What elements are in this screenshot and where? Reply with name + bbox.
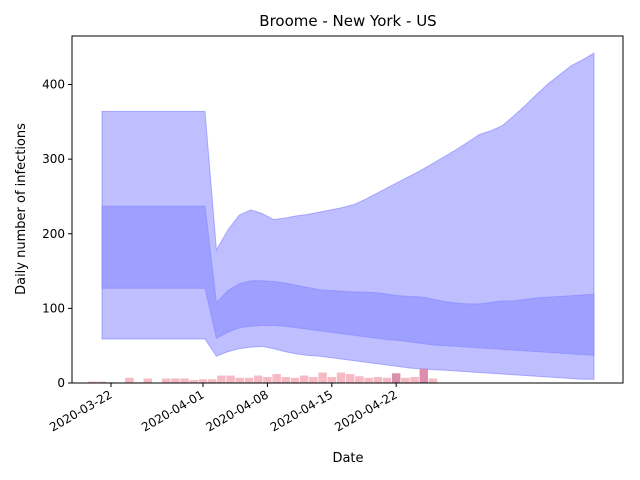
y-tick-label: 400 bbox=[42, 78, 65, 92]
chart-title: Broome - New York - US bbox=[259, 12, 436, 30]
y-tick-label: 0 bbox=[57, 376, 65, 390]
daily-case-bar bbox=[235, 377, 245, 383]
y-tick-label: 100 bbox=[42, 301, 65, 315]
daily-case-bar bbox=[382, 377, 392, 383]
daily-case-bar bbox=[281, 377, 291, 383]
daily-case-bar bbox=[345, 374, 355, 383]
daily-case-bar bbox=[419, 368, 429, 383]
inner-uncertainty-band bbox=[101, 205, 595, 356]
daily-case-bar bbox=[88, 381, 97, 383]
daily-case-bar bbox=[189, 380, 199, 383]
daily-case-bar bbox=[355, 376, 364, 383]
daily-case-bar bbox=[125, 377, 134, 383]
daily-case-bar bbox=[97, 381, 107, 383]
daily-case-bar bbox=[161, 378, 171, 383]
x-axis-title: Date bbox=[332, 451, 363, 466]
daily-case-bar bbox=[217, 375, 226, 383]
daily-case-bar bbox=[143, 378, 153, 383]
daily-case-bar bbox=[207, 379, 217, 383]
daily-case-bar bbox=[336, 372, 346, 383]
daily-case-bar bbox=[244, 377, 254, 383]
daily-case-bar bbox=[428, 378, 438, 383]
daily-case-bar bbox=[180, 378, 189, 383]
daily-case-bar bbox=[364, 377, 373, 383]
daily-case-bar bbox=[373, 377, 383, 383]
plot-area bbox=[88, 52, 595, 383]
y-tick-label: 200 bbox=[42, 227, 65, 241]
daily-case-bar bbox=[272, 374, 281, 383]
daily-case-bar bbox=[253, 375, 263, 383]
daily-case-bar bbox=[290, 377, 300, 383]
y-axis-title: Daily number of infections bbox=[14, 123, 29, 295]
daily-case-bar bbox=[226, 375, 235, 383]
daily-case-bar bbox=[410, 377, 419, 383]
daily-case-bar bbox=[327, 377, 337, 383]
daily-case-bar bbox=[263, 377, 272, 383]
daily-case-bar bbox=[198, 379, 208, 383]
y-tick-label: 300 bbox=[42, 152, 65, 166]
plot-frame bbox=[71, 35, 624, 384]
daily-case-bar bbox=[401, 377, 410, 383]
daily-case-bar bbox=[171, 378, 180, 383]
daily-case-bar bbox=[309, 377, 318, 383]
daily-case-bar bbox=[299, 375, 309, 383]
daily-case-bar bbox=[318, 372, 327, 383]
daily-case-bar bbox=[391, 373, 401, 383]
